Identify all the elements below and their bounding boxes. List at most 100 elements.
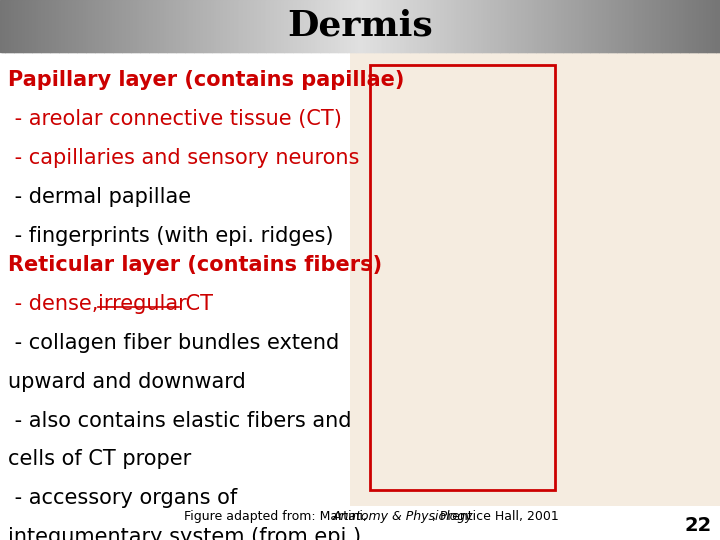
Text: Reticular layer (contains fibers): Reticular layer (contains fibers)	[8, 255, 382, 275]
Text: Dermis: Dermis	[287, 9, 433, 43]
Bar	[151, 0, 154, 52]
Bar	[150, 0, 152, 52]
Bar	[423, 0, 426, 52]
Bar	[126, 0, 129, 52]
Bar	[380, 0, 382, 52]
Bar	[649, 0, 652, 52]
Bar	[432, 0, 435, 52]
Bar	[210, 0, 213, 52]
Bar	[691, 0, 694, 52]
Bar	[60, 0, 62, 52]
Bar	[85, 0, 87, 52]
Bar	[623, 0, 626, 52]
Bar	[268, 0, 271, 52]
Bar	[350, 53, 720, 506]
Bar	[42, 0, 44, 52]
Bar	[572, 0, 575, 52]
Bar	[593, 0, 595, 52]
Bar	[0, 0, 3, 52]
Bar	[289, 0, 292, 52]
Bar	[416, 0, 418, 52]
Bar	[102, 0, 105, 52]
Bar	[455, 0, 458, 52]
Bar	[295, 0, 298, 52]
Bar	[20, 0, 22, 52]
Bar	[323, 0, 325, 52]
Bar	[259, 0, 262, 52]
Bar	[436, 0, 438, 52]
Bar	[582, 0, 584, 52]
Bar	[596, 0, 598, 52]
Bar	[666, 0, 669, 52]
Bar	[371, 0, 374, 52]
Bar	[701, 0, 703, 52]
Bar	[608, 0, 611, 52]
Bar	[498, 0, 501, 52]
Bar	[634, 0, 636, 52]
Bar	[711, 0, 714, 52]
Bar	[544, 0, 546, 52]
Bar	[486, 0, 489, 52]
Bar	[200, 0, 202, 52]
Bar	[145, 0, 148, 52]
Bar	[49, 0, 51, 52]
Text: 22: 22	[685, 516, 712, 535]
Bar	[239, 0, 242, 52]
Bar	[522, 0, 525, 52]
Bar	[505, 0, 508, 52]
Bar	[374, 0, 377, 52]
Bar	[556, 0, 559, 52]
Bar	[628, 0, 631, 52]
Bar	[611, 0, 613, 52]
Bar	[167, 0, 170, 52]
Bar	[657, 0, 660, 52]
Bar	[283, 0, 285, 52]
Bar	[266, 0, 269, 52]
Bar	[364, 0, 366, 52]
Bar	[325, 0, 328, 52]
Bar	[355, 0, 357, 52]
Bar	[317, 0, 320, 52]
Bar	[176, 0, 179, 52]
Bar	[143, 0, 145, 52]
Bar	[421, 0, 424, 52]
Bar	[43, 0, 46, 52]
Bar	[94, 0, 96, 52]
Bar	[695, 0, 698, 52]
Bar	[270, 0, 273, 52]
Bar	[527, 0, 530, 52]
Bar	[495, 0, 498, 52]
Text: cells of CT proper: cells of CT proper	[8, 449, 192, 469]
Bar	[92, 0, 94, 52]
Bar	[299, 0, 302, 52]
Bar	[549, 0, 552, 52]
Bar	[504, 0, 507, 52]
Text: - fingerprints (with epi. ridges): - fingerprints (with epi. ridges)	[8, 226, 333, 246]
Bar	[9, 0, 12, 52]
Bar	[539, 0, 541, 52]
Bar	[241, 0, 244, 52]
Bar	[661, 0, 663, 52]
Bar	[675, 0, 678, 52]
Bar	[217, 0, 220, 52]
Bar	[89, 0, 91, 52]
Bar	[389, 0, 392, 52]
Bar	[445, 0, 447, 52]
Bar	[29, 0, 32, 52]
Bar	[215, 0, 217, 52]
Bar	[40, 0, 42, 52]
Bar	[157, 0, 159, 52]
Bar	[488, 0, 490, 52]
Bar	[30, 0, 33, 52]
Text: , Prentice Hall, 2001: , Prentice Hall, 2001	[432, 510, 559, 523]
Bar	[679, 0, 681, 52]
Bar	[459, 0, 462, 52]
Bar	[405, 0, 408, 52]
Bar	[114, 0, 116, 52]
Bar	[599, 0, 602, 52]
Bar	[702, 0, 705, 52]
Bar	[461, 0, 464, 52]
Bar	[54, 0, 57, 52]
Bar	[441, 0, 444, 52]
Bar	[665, 0, 667, 52]
